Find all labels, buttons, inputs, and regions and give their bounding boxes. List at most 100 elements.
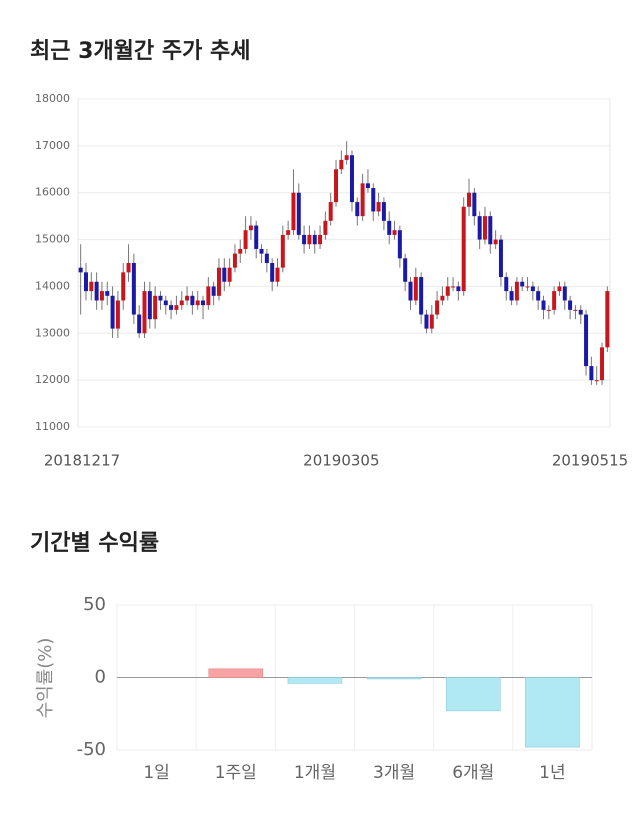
x-tick-label: 1년 <box>539 763 565 783</box>
bar <box>445 677 501 712</box>
candle-body <box>440 295 445 301</box>
x-tick-label: 20190515 <box>552 452 628 470</box>
candle-body <box>216 267 221 296</box>
candle-body <box>424 314 429 329</box>
candle-body <box>461 206 466 292</box>
candle-body <box>201 300 206 306</box>
candle-body <box>546 309 551 311</box>
candle-body <box>147 291 152 320</box>
candle-body <box>392 230 397 235</box>
candle-body <box>99 291 104 301</box>
candle-body <box>589 366 594 381</box>
x-tick-label: 3개월 <box>373 763 415 783</box>
candle-body <box>312 234 317 245</box>
candle-body <box>328 202 333 221</box>
bar <box>208 668 264 678</box>
candle-body <box>110 295 115 329</box>
candle-body <box>467 192 472 207</box>
candle-body <box>248 225 253 231</box>
chart-title: 최근 3개월간 주가 추세 <box>30 39 250 64</box>
candle-body <box>488 216 493 245</box>
candle-body <box>105 291 110 296</box>
y-axis-label: 수익률(%) <box>35 638 56 719</box>
candle-body <box>600 347 605 381</box>
candle-body <box>206 286 211 306</box>
candle-body <box>344 155 349 160</box>
candle-body <box>275 267 280 282</box>
candle-body <box>355 202 360 217</box>
candle-body <box>280 234 285 268</box>
candle-body <box>376 202 381 212</box>
candle-body <box>137 314 142 334</box>
candle-body <box>227 267 232 282</box>
candle-body <box>557 286 562 292</box>
candle-body <box>78 267 83 273</box>
bar <box>525 677 580 748</box>
candle-body <box>482 216 487 240</box>
y-tick-label: 18000 <box>35 92 70 105</box>
candle-body <box>552 291 557 310</box>
y-tick-label: 13000 <box>35 326 70 339</box>
candle-body <box>158 295 163 301</box>
candle-body <box>429 314 434 329</box>
candle-body <box>174 305 179 310</box>
candle-body <box>131 263 136 315</box>
x-tick-label: 1개월 <box>294 763 336 783</box>
candle-body <box>307 234 312 245</box>
candle-body <box>451 286 456 288</box>
candle-body <box>525 286 530 288</box>
x-tick-label: 20190305 <box>303 452 379 470</box>
candle-body <box>222 267 227 282</box>
candle-body <box>568 300 573 310</box>
candle-body <box>318 234 323 245</box>
x-tick-label: 1주일 <box>215 763 257 783</box>
candle-body <box>163 300 168 306</box>
candle-body <box>296 192 301 235</box>
candle-body <box>339 159 344 170</box>
candle-body <box>520 281 525 287</box>
candle-body <box>445 286 450 296</box>
candle-body <box>211 286 216 296</box>
candle-body <box>419 277 424 315</box>
candle-body <box>397 230 402 259</box>
y-tick-label: 50 <box>83 594 106 615</box>
candle-body <box>83 272 88 292</box>
y-tick-label: -50 <box>77 739 106 760</box>
candle-body <box>530 286 535 292</box>
candle-body <box>541 300 546 310</box>
candle-body <box>153 295 158 320</box>
candle-body <box>169 305 174 310</box>
candle-body <box>408 281 413 301</box>
candle-body <box>413 277 418 301</box>
candle-body <box>126 263 131 273</box>
candle-body <box>562 286 567 301</box>
candle-body <box>270 263 275 282</box>
candle-body <box>291 192 296 231</box>
y-tick-label: 14000 <box>35 279 70 292</box>
candle-body <box>498 239 503 278</box>
candle-body <box>472 192 477 217</box>
candle-body <box>578 309 583 315</box>
candle-body <box>536 291 541 301</box>
candle-body <box>509 291 514 301</box>
candle-body <box>286 230 291 235</box>
candle-body <box>371 188 376 212</box>
y-tick-label: 11000 <box>35 420 70 433</box>
candle-body <box>594 380 599 382</box>
x-tick-label: 20181217 <box>44 452 120 470</box>
y-tick-label: 15000 <box>35 233 70 246</box>
candle-body <box>89 281 94 292</box>
candle-body <box>94 281 99 301</box>
candle-body <box>302 234 307 245</box>
candle-body <box>456 286 461 292</box>
candle-body <box>605 291 610 348</box>
candle-body <box>195 300 200 306</box>
candle-body <box>115 300 120 329</box>
candle-body <box>387 220 392 235</box>
candle-body <box>514 281 519 301</box>
candle-body <box>179 300 184 306</box>
candle-body <box>121 272 126 301</box>
bar <box>366 677 422 680</box>
candle-body <box>142 291 147 334</box>
